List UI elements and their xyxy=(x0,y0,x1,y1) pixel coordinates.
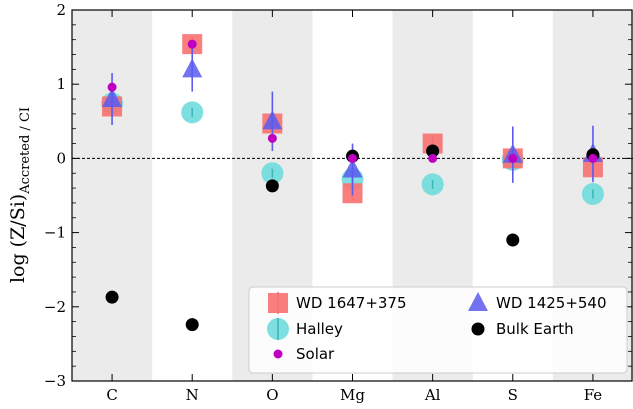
legend-item-wd-1425-540: WD 1425+540 xyxy=(468,292,607,312)
x-tick-label-fe: Fe xyxy=(584,386,603,404)
legend-label-solar: Solar xyxy=(296,345,335,363)
y-tick-label: 1 xyxy=(56,75,66,93)
point-solar-n xyxy=(187,39,197,49)
y-axis-label-main: log (Z/Si) xyxy=(7,194,29,283)
legend-marker-wd-1425-540 xyxy=(468,292,488,311)
legend-marker-solar xyxy=(273,349,283,359)
y-axis-label: log (Z/Si)Accreted / CI xyxy=(7,107,33,283)
point-bulk-earth-al xyxy=(426,144,440,158)
point-halley-n xyxy=(181,101,204,124)
marker-solar-n xyxy=(187,39,197,49)
point-halley-fe xyxy=(581,183,604,206)
point-solar-o xyxy=(267,133,277,143)
marker-bulk-earth-s xyxy=(506,233,520,247)
point-solar-s xyxy=(508,153,518,163)
legend-label-bulk-earth: Bulk Earth xyxy=(496,320,574,338)
point-solar-c xyxy=(107,82,117,92)
marker-solar-mg xyxy=(348,153,357,163)
point-halley-al xyxy=(421,173,444,196)
point-solar-mg xyxy=(348,153,357,163)
legend-label-wd-1425-540: WD 1425+540 xyxy=(496,294,607,312)
data-points xyxy=(101,34,604,332)
y-tick-label: −2 xyxy=(44,298,66,316)
legend-marker-bulk-earth xyxy=(471,322,485,336)
band-c xyxy=(72,10,153,381)
x-tick-label-mg: Mg xyxy=(340,386,365,404)
x-tick-label-c: C xyxy=(106,386,117,404)
marker-solar-c xyxy=(107,82,117,92)
point-wd-1425-540-c xyxy=(102,73,123,126)
y-tick-label: 0 xyxy=(56,149,66,167)
legend-box xyxy=(248,286,628,374)
legend-item-bulk-earth: Bulk Earth xyxy=(471,320,574,338)
marker-bulk-earth-n xyxy=(185,318,199,332)
legend-item-wd-1647-375: WD 1647+375 xyxy=(268,292,407,314)
marker-solar-o xyxy=(267,133,277,143)
x-tick-label-n: N xyxy=(186,386,199,404)
point-bulk-earth-n xyxy=(185,318,199,332)
point-bulk-earth-c xyxy=(105,290,119,304)
point-solar-al xyxy=(428,153,438,163)
marker-bulk-earth-c xyxy=(105,290,119,304)
marker-bulk-earth-al xyxy=(426,144,440,158)
y-tick-label: −1 xyxy=(44,224,66,242)
y-tick-label: 2 xyxy=(56,1,66,19)
marker-solar-al xyxy=(428,153,438,163)
point-halley-o xyxy=(261,162,284,185)
marker-solar-s xyxy=(508,153,518,163)
legend-label-halley: Halley xyxy=(296,320,343,338)
legend-item-halley: Halley xyxy=(267,318,343,340)
legend-label-wd-1647-375: WD 1647+375 xyxy=(296,294,407,312)
point-wd-1425-540-n xyxy=(182,47,203,92)
point-bulk-earth-s xyxy=(506,233,520,247)
point-bulk-earth-o xyxy=(265,179,279,193)
x-tick-label-s: S xyxy=(508,386,518,404)
y-axis-label-subscript: Accreted / CI xyxy=(18,107,33,195)
x-tick-label-al: Al xyxy=(424,386,441,404)
legend: WD 1647+375 WD 1425+540 Halley Bulk Earth So… xyxy=(248,286,628,374)
axes: −3 −2 −1 0 1 2 C N O Mg Al S Fe xyxy=(44,1,633,404)
legend-item-solar: Solar xyxy=(273,345,335,363)
y-tick-label: −3 xyxy=(44,372,66,390)
x-tick-label-o: O xyxy=(266,386,278,404)
marker-bulk-earth-o xyxy=(265,179,279,193)
marker-solar-fe xyxy=(588,153,598,163)
point-solar-fe xyxy=(588,153,598,163)
